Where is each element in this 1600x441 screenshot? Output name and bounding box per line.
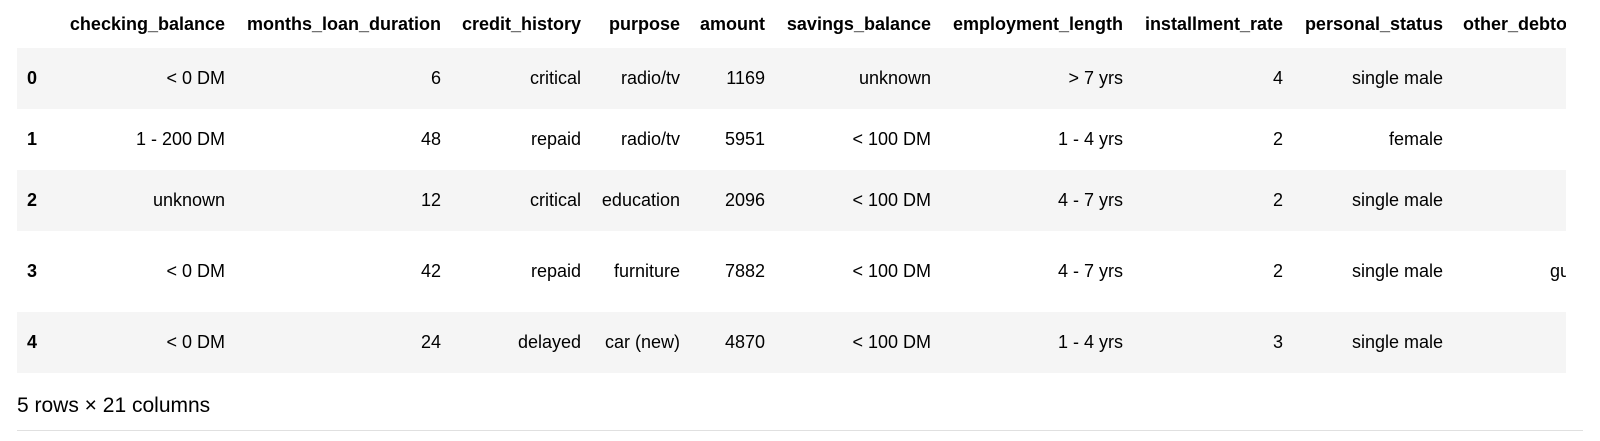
table-cell: < 100 DM: [852, 261, 931, 281]
table-cell: < 100 DM: [852, 190, 931, 210]
row-index: 2: [27, 190, 38, 210]
table-cell: > 7 yrs: [1068, 68, 1123, 88]
table-cell: single male: [1351, 261, 1443, 281]
row-index: 1: [27, 129, 38, 149]
dataframe-table: checking_balance months_loan_duration cr…: [17, 0, 1566, 373]
table-cell: 2: [1272, 261, 1283, 281]
table-cell: furniture: [613, 261, 680, 281]
dataframe-shape-label: 5 rows × 21 columns: [17, 394, 211, 417]
header-row: checking_balance months_loan_duration cr…: [17, 0, 1566, 48]
column-header: installment_rate: [1144, 13, 1283, 34]
table-cell: 12: [420, 190, 441, 210]
column-header: months_loan_duration: [246, 13, 441, 34]
table-cell: repaid: [530, 261, 581, 281]
table-cell: critical: [529, 190, 581, 210]
table-cell: 42: [420, 261, 441, 281]
table-row: 0 < 0 DM 6 critical radio/tv 1169 unknow…: [17, 48, 1566, 109]
table-row: 2 unknown 12 critical education 2096 < 1…: [17, 170, 1566, 231]
table-cell: 5951: [724, 129, 765, 149]
column-header: personal_status: [1304, 13, 1443, 34]
table-cell: 2096: [724, 190, 765, 210]
table-cell: 4 - 7 yrs: [1057, 190, 1123, 210]
table-scroll-area[interactable]: checking_balance months_loan_duration cr…: [17, 0, 1566, 373]
column-header: purpose: [608, 13, 680, 34]
table-cell: < 100 DM: [852, 129, 931, 149]
table-cell: radio/tv: [620, 68, 680, 88]
row-index: 3: [27, 261, 38, 281]
table-cell: repaid: [530, 129, 581, 149]
table-cell: 4870: [724, 332, 765, 352]
table-cell: unknown: [152, 190, 225, 210]
table-cell: 3: [1272, 332, 1283, 352]
table-row: 1 1 - 200 DM 48 repaid radio/tv 5951 < 1…: [17, 109, 1566, 170]
table-cell: car (new): [604, 332, 680, 352]
table-cell: < 0 DM: [166, 332, 225, 352]
table-cell: 1169: [726, 68, 765, 88]
table-cell: [1453, 109, 1566, 170]
index-header: [17, 0, 47, 48]
table-row: 3 < 0 DM 42 repaid furniture 7882 < 100 …: [17, 231, 1566, 312]
table-cell: 6: [430, 68, 441, 88]
table-cell: [1453, 48, 1566, 109]
table-cell: 4: [1272, 68, 1283, 88]
table-cell: 48: [420, 129, 441, 149]
table-cell: 1 - 200 DM: [135, 129, 225, 149]
table-cell: radio/tv: [620, 129, 680, 149]
column-header: savings_balance: [786, 13, 931, 34]
row-index: 4: [27, 332, 38, 352]
table-cell: guarantor: [1549, 261, 1566, 281]
table-cell: critical: [529, 68, 581, 88]
table-cell: 2: [1272, 129, 1283, 149]
table-cell: single male: [1351, 190, 1443, 210]
column-header: employment_length: [952, 13, 1123, 34]
table-cell: 4 - 7 yrs: [1057, 261, 1123, 281]
column-header: amount: [700, 13, 765, 34]
row-index: 0: [27, 68, 38, 88]
table-cell: 1 - 4 yrs: [1057, 129, 1123, 149]
table-cell: delayed: [517, 332, 581, 352]
table-cell: 1 - 4 yrs: [1057, 332, 1123, 352]
table-cell: 24: [420, 332, 441, 352]
dataframe-output: checking_balance months_loan_duration cr…: [17, 0, 1583, 441]
table-cell: < 0 DM: [166, 261, 225, 281]
table-cell: unknown: [858, 68, 931, 88]
table-cell: 2: [1272, 190, 1283, 210]
output-divider: [17, 430, 1583, 431]
table-cell: education: [601, 190, 680, 210]
table-row: 4 < 0 DM 24 delayed car (new) 4870 < 100…: [17, 312, 1566, 373]
table-cell: single male: [1351, 68, 1443, 88]
table-cell: [1453, 312, 1566, 373]
table-cell: 7882: [724, 261, 765, 281]
column-header: other_debtors: [1463, 13, 1566, 34]
table-cell: < 100 DM: [852, 332, 931, 352]
table-cell: < 0 DM: [166, 68, 225, 88]
column-header: credit_history: [461, 13, 581, 34]
table-cell: single male: [1351, 332, 1443, 352]
table-cell: female: [1388, 129, 1443, 149]
table-cell: [1453, 170, 1566, 231]
column-header: checking_balance: [69, 13, 225, 34]
